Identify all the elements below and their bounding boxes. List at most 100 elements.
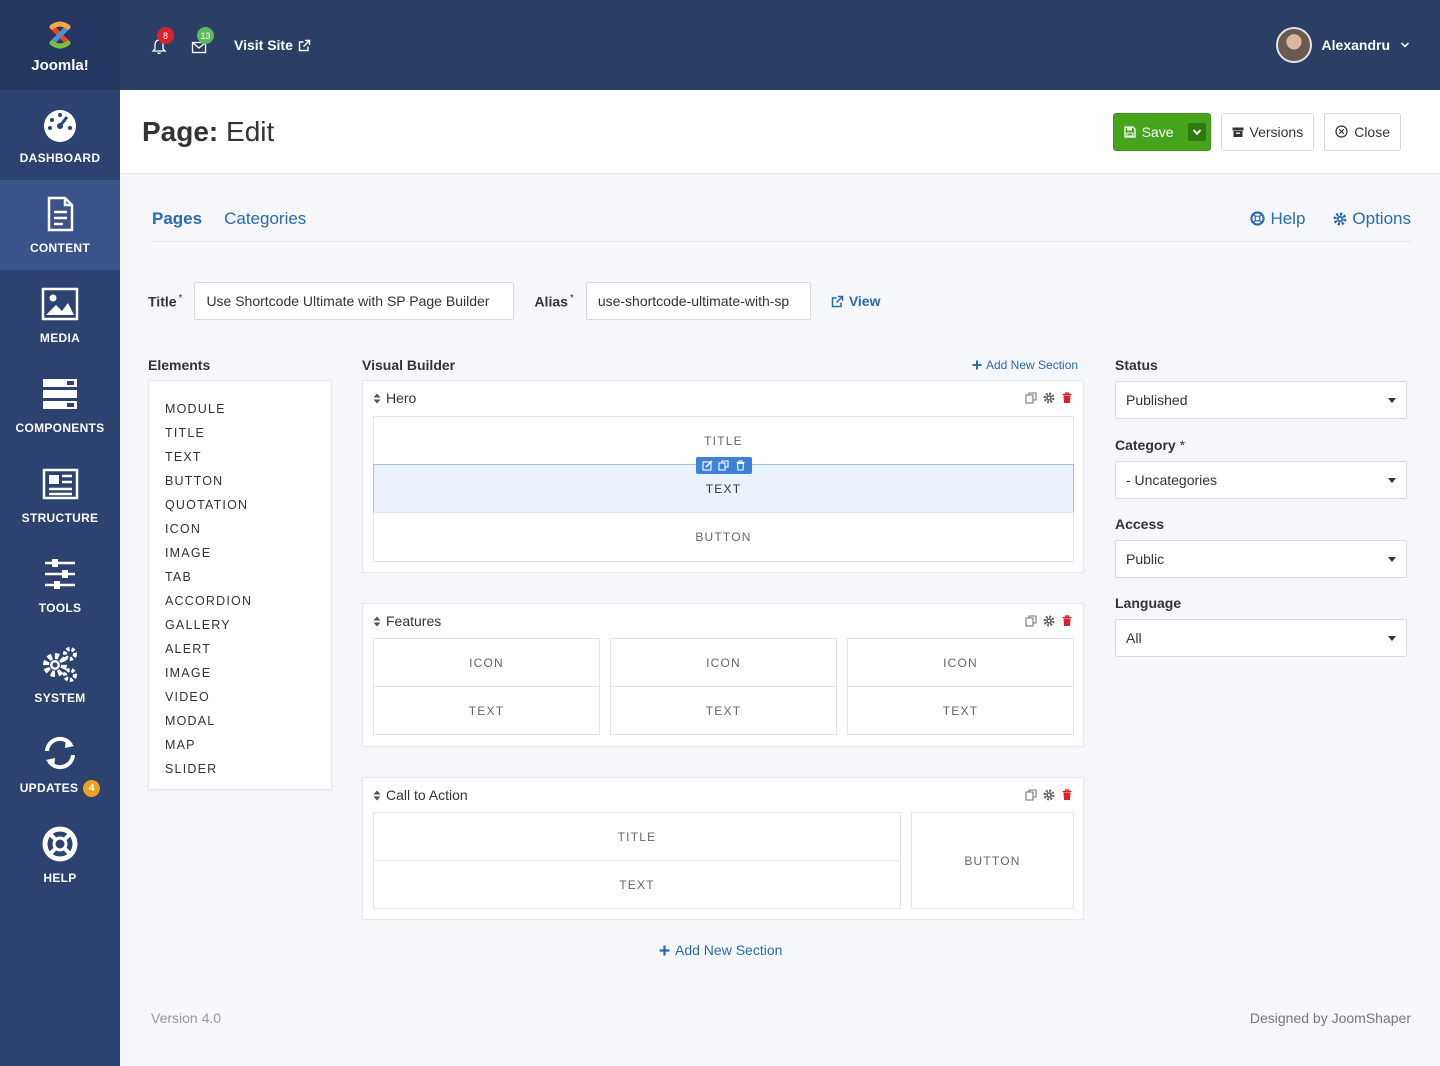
builder-cell[interactable]: TITLE — [373, 812, 901, 861]
section-title: Call to Action — [386, 787, 468, 803]
elements-panel: MODULE TITLE TEXT BUTTON QUOTATION ICON … — [148, 380, 332, 790]
notifications-button[interactable]: 8 — [150, 27, 174, 55]
user-menu[interactable]: Alexandru — [1275, 27, 1410, 63]
sidebar-item-label: TOOLS — [38, 601, 82, 615]
add-section-button-top[interactable]: Add New Section — [972, 358, 1078, 372]
category-value: - Uncategories — [1126, 472, 1218, 488]
sort-icon[interactable] — [373, 790, 381, 801]
element-item[interactable]: MAP — [165, 738, 196, 752]
gear-icon[interactable] — [1043, 615, 1055, 627]
options-label: Options — [1352, 208, 1411, 228]
element-item[interactable]: GALLERY — [165, 618, 231, 632]
sidebar-item-updates[interactable]: UPDATES 4 — [0, 720, 120, 810]
sort-icon[interactable] — [373, 393, 381, 404]
element-item[interactable]: BUTTON — [165, 474, 224, 488]
visit-site-link[interactable]: Visit Site — [234, 37, 311, 53]
sidebar-item-content[interactable]: CONTENT — [0, 180, 120, 270]
sidebar-item-system[interactable]: SYSTEM — [0, 630, 120, 720]
sidebar-item-components[interactable]: COMPONENTS — [0, 360, 120, 450]
trash-icon[interactable] — [1061, 392, 1073, 404]
sidebar-item-tools[interactable]: TOOLS — [0, 540, 120, 630]
title-input[interactable] — [194, 282, 515, 320]
builder-section-features[interactable]: Features ICON TEXT ICON TEXT ICON TEXT — [362, 603, 1084, 747]
options-link[interactable]: Options — [1333, 209, 1411, 229]
copy-icon[interactable] — [1025, 789, 1037, 801]
lifebuoy-icon — [1250, 211, 1266, 226]
element-item[interactable]: TAB — [165, 570, 192, 584]
element-item[interactable]: MODAL — [165, 714, 216, 728]
main-content: Pages Categories Help Options — [120, 174, 1440, 1066]
versions-button[interactable]: Versions — [1220, 112, 1315, 151]
copy-icon[interactable] — [1025, 615, 1037, 627]
sidebar-item-help[interactable]: HELP — [0, 810, 120, 900]
element-item[interactable]: IMAGE — [165, 546, 212, 560]
title-label: Title * — [148, 292, 183, 310]
element-item[interactable]: IMAGE — [165, 666, 212, 680]
alias-label: Alias * — [534, 292, 574, 310]
versions-label: Versions — [1249, 123, 1304, 140]
element-item[interactable]: ALERT — [165, 642, 212, 656]
gear-icon[interactable] — [1043, 392, 1055, 404]
builder-cell[interactable]: BUTTON — [373, 512, 1074, 562]
external-link-icon — [831, 295, 844, 307]
messages-button[interactable]: 13 — [190, 27, 214, 55]
close-button[interactable]: Close — [1324, 112, 1401, 151]
sidebar-item-label: MEDIA — [39, 331, 81, 345]
copy-icon[interactable] — [718, 460, 730, 471]
element-item[interactable]: VIDEO — [165, 690, 210, 704]
builder-cell[interactable]: TEXT — [373, 860, 901, 909]
sidebar-item-media[interactable]: MEDIA — [0, 270, 120, 360]
brand-logo[interactable]: Joomla! — [0, 0, 120, 90]
notifications-badge: 8 — [157, 27, 174, 44]
sidebar-item-structure[interactable]: STRUCTURE — [0, 450, 120, 540]
trash-icon[interactable] — [735, 460, 746, 471]
tab-categories[interactable]: Categories — [224, 208, 307, 228]
element-item[interactable]: QUOTATION — [165, 498, 249, 512]
element-item[interactable]: TITLE — [165, 426, 206, 440]
tab-pages[interactable]: Pages — [152, 208, 203, 228]
builder-cell[interactable]: TEXT — [610, 686, 837, 735]
caret-down-icon — [1388, 556, 1396, 562]
element-item[interactable]: ICON — [165, 522, 202, 536]
element-item[interactable]: TEXT — [165, 450, 202, 464]
brand-name: Joomla! — [31, 56, 89, 74]
trash-icon[interactable] — [1061, 789, 1073, 801]
gear-icon[interactable] — [1043, 789, 1055, 801]
language-select[interactable]: All — [1115, 619, 1407, 657]
element-item[interactable]: SLIDER — [165, 762, 218, 776]
access-select[interactable]: Public — [1115, 540, 1407, 578]
status-select[interactable]: Published — [1115, 381, 1407, 419]
view-label: View — [848, 293, 881, 309]
builder-cell[interactable]: ICON — [373, 638, 600, 687]
sort-icon[interactable] — [373, 616, 381, 627]
trash-icon[interactable] — [1061, 615, 1073, 627]
builder-cell-selected[interactable]: TEXT — [373, 457, 1074, 513]
view-link[interactable]: View — [831, 293, 881, 309]
builder-cell[interactable]: ICON — [847, 638, 1074, 687]
builder-cell[interactable]: ICON — [610, 638, 837, 687]
topbar: 8 13 Visit Site Alexandru — [120, 0, 1440, 90]
add-section-label: Add New Section — [986, 358, 1079, 372]
alias-input[interactable] — [585, 282, 811, 320]
add-section-button-bottom[interactable]: Add New Section — [659, 942, 782, 958]
element-item[interactable]: ACCORDION — [165, 594, 253, 608]
copy-icon[interactable] — [1025, 392, 1037, 404]
help-link[interactable]: Help — [1250, 209, 1305, 229]
element-item[interactable]: MODULE — [165, 402, 226, 416]
save-button[interactable]: Save — [1112, 112, 1211, 151]
builder-cell[interactable]: BUTTON — [911, 812, 1074, 909]
sidebar-item-dashboard[interactable]: DASHBOARD — [0, 90, 120, 180]
access-value: Public — [1126, 551, 1165, 567]
category-select[interactable]: - Uncategories — [1115, 461, 1407, 499]
save-dropdown-toggle[interactable] — [1187, 122, 1206, 141]
builder-cell[interactable]: TEXT — [847, 686, 1074, 735]
edit-icon[interactable] — [702, 460, 713, 471]
newspaper-icon — [42, 468, 79, 500]
page-header: Page: Edit Save Versions — [120, 90, 1440, 174]
builder-section-hero[interactable]: Hero TITLE TEXT BUTTON — [362, 380, 1084, 573]
plus-icon — [659, 945, 670, 955]
title-alias-row: Title* Alias* View — [148, 282, 880, 320]
page-title: Page: Edit — [142, 116, 274, 148]
builder-section-call-to-action[interactable]: Call to Action TITLE TEXT BUTTON — [362, 777, 1084, 920]
builder-cell[interactable]: TEXT — [373, 686, 600, 735]
